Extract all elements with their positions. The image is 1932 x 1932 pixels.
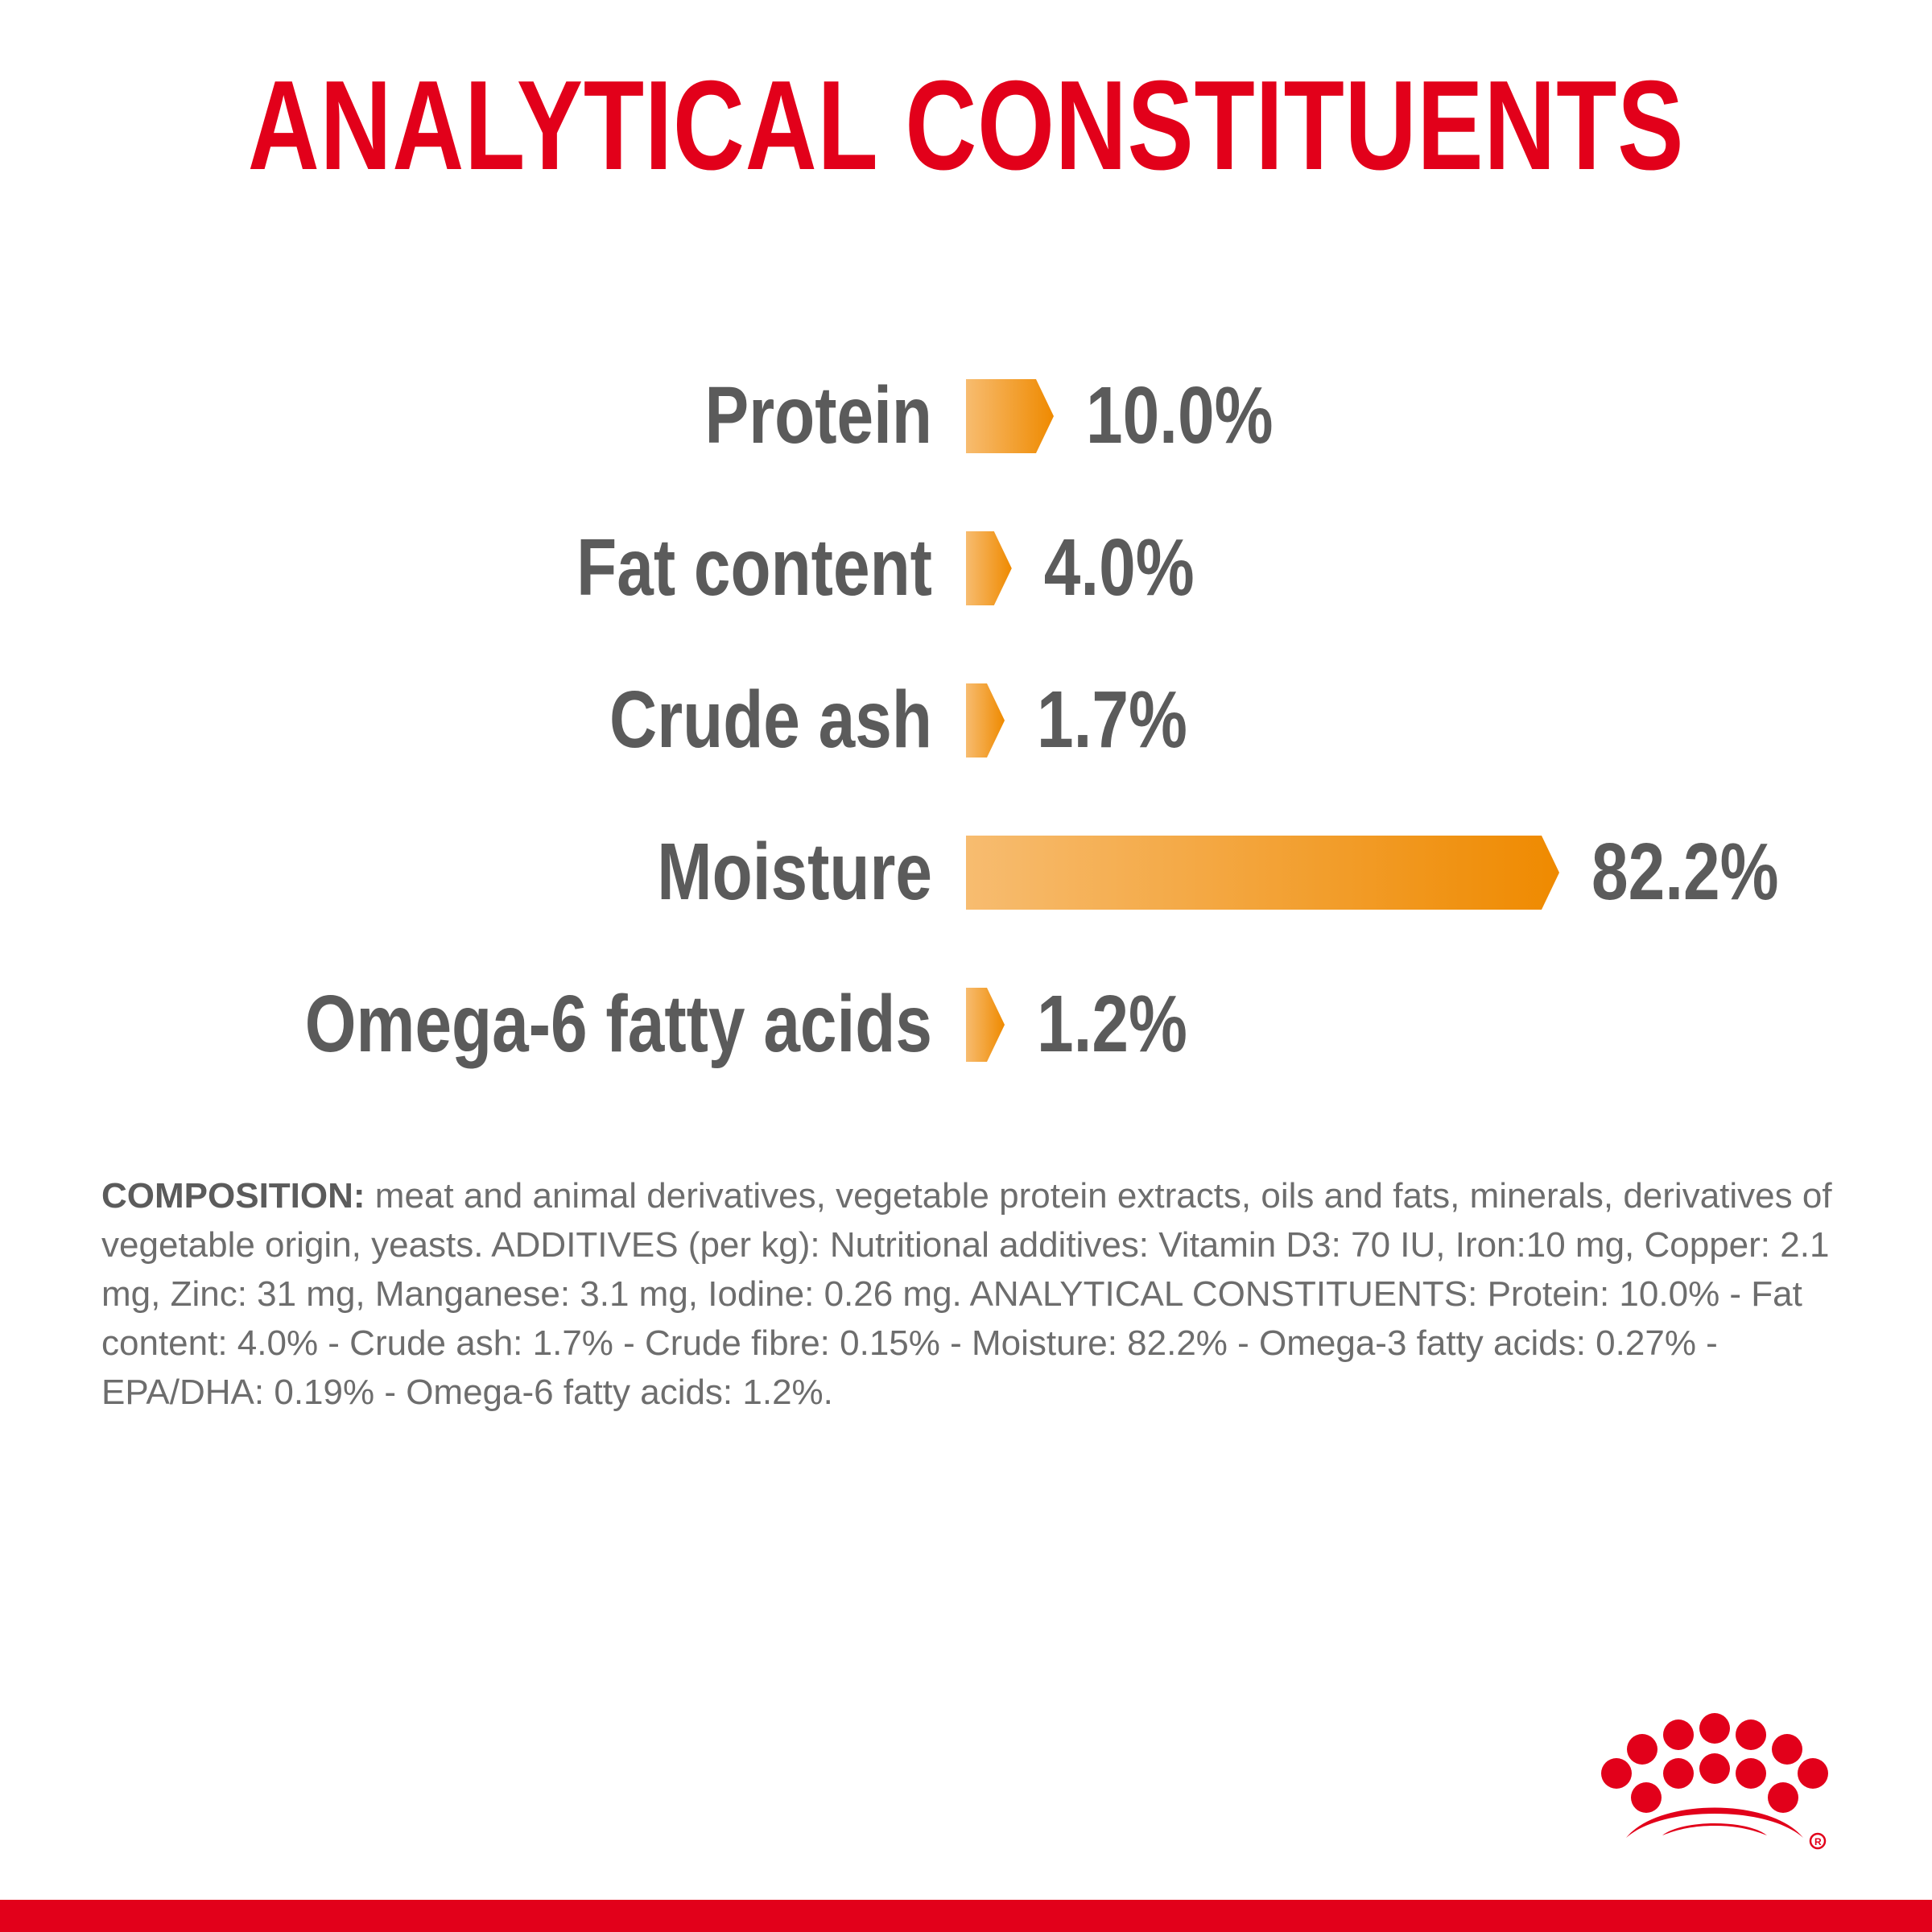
bar-crude-ash [966, 683, 1005, 758]
value-label-moisture: 82.2% [1591, 827, 1779, 917]
composition-label: COMPOSITION: [101, 1176, 365, 1216]
composition-body: meat and animal derivatives, vegetable p… [101, 1176, 1832, 1412]
value-label-omega-6-fatty-acids: 1.2% [1037, 979, 1187, 1069]
bar-protein [966, 379, 1054, 453]
bar-fat-content [966, 531, 1012, 605]
bar-omega-6-fatty-acids [966, 988, 1005, 1062]
value-label-fat-content: 4.0% [1044, 522, 1195, 613]
category-label-moisture: Moisture [657, 827, 932, 917]
royal-canin-crown-logo: R [1601, 1713, 1828, 1850]
category-label-protein: Protein [705, 370, 932, 460]
category-label-omega-6-fatty-acids: Omega-6 fatty acids [305, 979, 932, 1069]
analytical-constituents-bar-chart: Protein 10.0% Fat content 4.0% Crude ash 1.7%… [305, 370, 1779, 1069]
category-label-fat-content: Fat content [576, 522, 932, 613]
category-label-crude-ash: Crude ash [609, 675, 932, 765]
bottom-brand-bar [0, 1900, 1932, 1932]
svg-text:R: R [1814, 1836, 1822, 1847]
value-label-protein: 10.0% [1086, 370, 1274, 460]
page-title: ANALYTICAL CONSTITUENTS [247, 55, 1685, 196]
composition-text: COMPOSITION: meat and animal derivatives… [101, 1171, 1832, 1417]
bar-moisture [966, 836, 1559, 910]
value-label-crude-ash: 1.7% [1037, 675, 1187, 765]
